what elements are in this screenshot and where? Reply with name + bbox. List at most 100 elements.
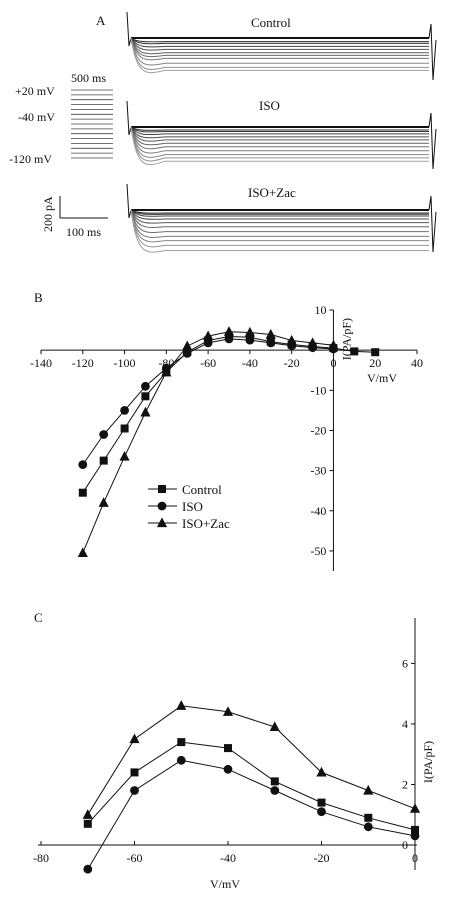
current-trace: [130, 209, 429, 220]
data-point-square: [130, 768, 139, 777]
data-point-circle: [83, 864, 93, 874]
x-tick-label: 40: [411, 356, 423, 370]
data-point-triangle: [182, 340, 193, 351]
x-tick-label: -20: [314, 851, 330, 865]
data-point-square: [364, 813, 373, 822]
x-tick-label: -60: [200, 356, 216, 370]
offset-transient: [428, 112, 437, 170]
data-point-circle: [266, 338, 276, 348]
x-tick-label: -20: [284, 356, 300, 370]
y-tick-label: 10: [314, 303, 326, 317]
series-line: [87, 741, 416, 831]
data-point-circle: [203, 338, 213, 348]
current-trace: [130, 209, 429, 253]
series-line: [87, 759, 416, 870]
x-tick-label: 20: [369, 356, 381, 370]
panel-c: C -80 -60 -40 -20 00 2 4 6 V/mV I(PA/pF): [33, 610, 435, 891]
data-point-triangle: [286, 334, 297, 345]
data-point-square: [78, 488, 87, 497]
current-traces-iso-zac: [126, 183, 437, 253]
data-point-square: [120, 424, 129, 433]
data-point-square: [350, 347, 359, 356]
data-point-square: [177, 738, 186, 747]
data-point-circle: [363, 822, 373, 832]
legend-items: Control ISO ISO+Zac: [148, 482, 230, 531]
iv-chart-c: -80 -60 -40 -20 00 2 4 6 V/mV I(PA/pF): [33, 618, 435, 891]
legend-label: Control: [182, 482, 222, 497]
current-trace: [130, 126, 429, 162]
current-trace: [130, 209, 429, 243]
current-trace: [130, 126, 429, 139]
x-tick-label: 0: [412, 851, 418, 865]
data-point-square: [83, 819, 92, 828]
data-point-triangle: [307, 337, 318, 348]
data-point-circle: [224, 334, 234, 344]
onset-transient: [126, 11, 132, 47]
data-point-triangle: [119, 450, 130, 461]
x-tick-label: -40: [220, 851, 236, 865]
current-trace: [130, 37, 429, 51]
scale-bar-current-label: 200 pA: [41, 196, 55, 232]
onset-transient: [126, 100, 132, 136]
series-line: [87, 705, 416, 815]
data-point-circle: [120, 406, 129, 415]
data-point-square: [224, 744, 232, 753]
data-point-triangle: [244, 326, 255, 337]
y-tick-label: -10: [310, 383, 326, 397]
data-point-triangle: [98, 497, 109, 507]
y-tick-label: -30: [310, 464, 326, 478]
panel-c-label: C: [34, 610, 43, 625]
current-trace: [130, 209, 429, 217]
y-tick-label: 2: [402, 777, 408, 791]
y-tick-label: 4: [402, 717, 408, 731]
iv-chart-b: -140 -120 -100 -80 -60 -40 -20 0 20 4010-10-20-30…: [30, 303, 423, 571]
scale-bar-time-label: 100 ms: [66, 225, 101, 239]
data-point-circle: [141, 381, 150, 391]
data-point-square: [411, 825, 419, 834]
current-trace: [130, 37, 429, 70]
protocol-holding-voltage-label: -40 mV: [18, 110, 55, 124]
y-tick-label: -40: [310, 504, 326, 518]
data-point-triangle: [203, 330, 214, 341]
data-point-triangle: [223, 326, 235, 336]
data-point-triangle: [269, 721, 280, 732]
trace-title-control: Control: [251, 15, 291, 30]
data-point-square: [317, 798, 326, 807]
data-point-square: [371, 348, 380, 357]
data-point-triangle: [265, 328, 276, 339]
onset-transient: [126, 183, 132, 219]
panel-b: B -140 -120 -100 -80 -60 -40 -20 0 20 4010-10-20-…: [30, 290, 423, 571]
data-point-square: [158, 485, 166, 493]
offset-transient: [428, 23, 437, 81]
data-point-triangle: [328, 339, 339, 350]
panel-a: A 500 ms +20 mV -40 mV -120 mV 200 pA 10…: [9, 11, 437, 253]
data-point-circle: [182, 349, 192, 358]
x-axis-label: V/mV: [210, 877, 240, 891]
panel-b-label: B: [34, 290, 43, 305]
x-tick-label: -100: [114, 356, 136, 370]
protocol-top-voltage-label: +20 mV: [15, 84, 55, 98]
trace-title-iso: ISO: [259, 98, 280, 113]
data-point-triangle: [363, 784, 374, 795]
data-point-triangle: [176, 700, 187, 710]
legend-label: ISO: [182, 499, 203, 514]
x-tick-label: 0: [330, 356, 336, 370]
current-trace: [130, 37, 429, 55]
x-tick-label: -40: [242, 356, 258, 370]
data-point-circle: [176, 755, 186, 765]
protocol-steps: [71, 89, 113, 159]
x-tick-label: -60: [127, 851, 143, 865]
data-point-square: [99, 456, 108, 465]
y-tick-label: 0: [402, 838, 408, 852]
data-point-circle: [99, 430, 109, 439]
data-point-square: [141, 392, 150, 401]
scale-bar: 200 pA 100 ms: [41, 196, 108, 239]
current-trace: [130, 37, 429, 48]
protocol-duration-label: 500 ms: [71, 71, 106, 85]
current-trace: [130, 126, 429, 165]
current-traces-control: [126, 11, 437, 81]
current-trace: [130, 37, 429, 45]
data-point-square: [270, 777, 279, 786]
offset-transient: [428, 195, 437, 253]
